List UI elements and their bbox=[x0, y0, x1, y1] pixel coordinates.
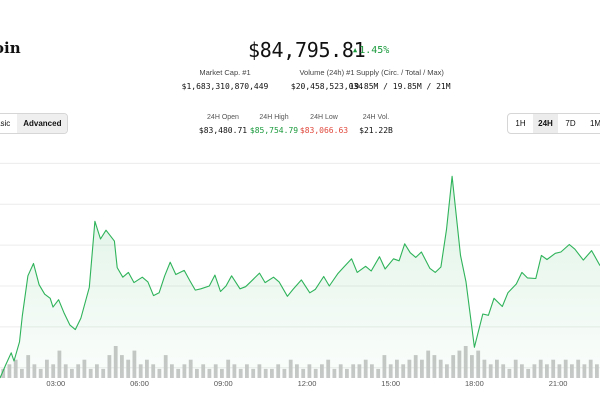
ohlc-open: 24H Open $83,480.71 bbox=[197, 114, 249, 135]
ohlc-label: 24H Open bbox=[207, 114, 239, 121]
stat-value: 19.85M / 19.85M / 21M bbox=[349, 82, 451, 91]
stat-value: $1,683,310,870,449 bbox=[181, 82, 269, 91]
ohlc-value: $21.22B bbox=[359, 126, 393, 135]
ohlc-vol: 24H Vol. $21.22B bbox=[355, 114, 397, 135]
current-price: $84,795.81 bbox=[248, 38, 366, 62]
x-tick-label: 09:00 bbox=[214, 379, 233, 388]
x-tick-label: 12:00 bbox=[298, 379, 317, 388]
stat-value: $20,458,523,034 bbox=[290, 82, 364, 91]
x-tick-label: 06:00 bbox=[130, 379, 149, 388]
x-tick-label: 18:00 bbox=[465, 379, 484, 388]
stat-supply: Supply (Circ. / Total / Max) 19.85M / 19… bbox=[332, 68, 468, 91]
stat-label: Market Cap. #1 bbox=[199, 68, 251, 77]
ohlc-low: 24H Low $83,066.63 bbox=[298, 114, 350, 135]
ohlc-label: 24H Vol. bbox=[362, 114, 390, 121]
chart-mode-toggle: asic Advanced bbox=[0, 113, 69, 134]
time-range-toggle: 1H 24H 7D 1M bbox=[507, 113, 600, 134]
coin-name: oin bbox=[0, 39, 21, 57]
price-change: ▲ 1.45% bbox=[353, 45, 389, 56]
ohlc-value: $83,480.71 bbox=[198, 126, 248, 135]
stat-label: Supply (Circ. / Total / Max) bbox=[356, 68, 444, 77]
range-7d-button[interactable]: 7D bbox=[565, 119, 576, 128]
price-chart[interactable]: 03:00 06:00 09:00 12:00 15:00 18:00 21:00 bbox=[0, 150, 600, 400]
mode-advanced-button[interactable]: Advanced bbox=[17, 114, 68, 133]
ohlc-label: 24H Low bbox=[310, 114, 338, 121]
ohlc-label: 24H High bbox=[259, 114, 289, 121]
x-tick-label: 15:00 bbox=[381, 379, 400, 388]
range-1h-button[interactable]: 1H bbox=[515, 119, 526, 128]
ohlc-value: $83,066.63 bbox=[299, 126, 349, 135]
triangle-up-icon: ▲ bbox=[353, 46, 358, 54]
stat-volume: Volume (24h) #1 $20,458,523,034 bbox=[259, 68, 395, 91]
x-tick-label: 03:00 bbox=[46, 379, 65, 388]
ohlc-value: $85,754.79 bbox=[249, 126, 299, 135]
price-change-value: 1.45% bbox=[359, 45, 390, 56]
stat-market-cap: Market Cap. #1 $1,683,310,870,449 bbox=[157, 68, 293, 91]
mode-basic-button[interactable]: asic bbox=[0, 114, 18, 133]
x-tick-label: 21:00 bbox=[549, 379, 568, 388]
price-area bbox=[0, 176, 600, 378]
price-header: $84,795.81 ▲ 1.45% bbox=[0, 38, 600, 68]
price-line bbox=[0, 175, 600, 379]
stat-label: Volume (24h) #1 bbox=[299, 68, 355, 77]
ohlc-high: 24H High $85,754.79 bbox=[248, 114, 300, 135]
range-1m-button[interactable]: 1M bbox=[589, 119, 600, 128]
range-24h-button[interactable]: 24H bbox=[533, 114, 558, 133]
